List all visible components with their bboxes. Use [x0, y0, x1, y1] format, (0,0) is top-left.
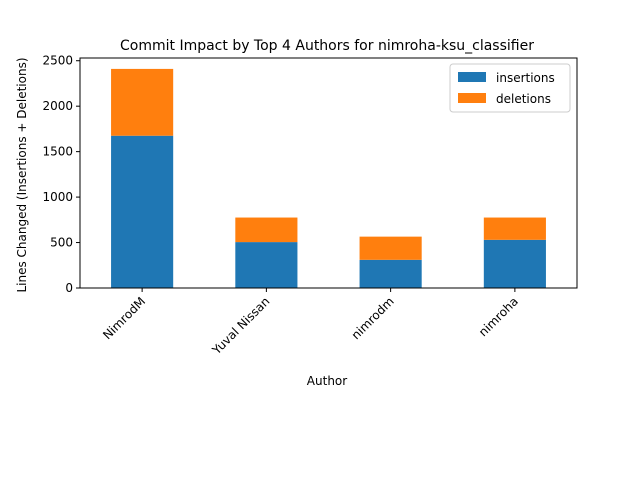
chart-title: Commit Impact by Top 4 Authors for nimro…	[120, 38, 534, 54]
legend-swatch	[458, 93, 486, 103]
y-tick-label: 2000	[42, 99, 73, 113]
legend-label: deletions	[496, 92, 551, 106]
x-tick-label: Yuval Nissan	[209, 294, 273, 358]
bar-insertions	[111, 135, 174, 288]
bar-insertions	[483, 239, 546, 288]
y-tick-label: 1000	[42, 190, 73, 204]
bar-insertions	[359, 259, 422, 288]
y-tick-label: 1500	[42, 145, 73, 159]
y-axis-label: Lines Changed (Insertions + Deletions)	[15, 57, 29, 292]
axes-frame	[79, 57, 578, 289]
legend: insertions deletions	[449, 63, 571, 113]
bar-insertions	[235, 242, 298, 288]
bars	[111, 68, 546, 288]
bar-deletions	[483, 217, 546, 240]
bar-deletions	[111, 68, 174, 136]
x-tick-label: NimrodM	[100, 294, 148, 342]
y-tick-label: 500	[50, 236, 73, 250]
x-axis: NimrodM Yuval Nissan nimrodm nimroha	[100, 288, 521, 358]
bar-deletions	[235, 217, 298, 243]
x-tick-label: nimroha	[476, 294, 521, 339]
x-tick-label: nimrodm	[349, 294, 397, 342]
x-axis-label: Author	[307, 374, 347, 388]
legend-swatch	[458, 72, 486, 82]
y-axis: 0 500 1000 1500 2000 2500	[42, 54, 80, 295]
y-tick-label: 0	[65, 281, 73, 295]
legend-label: insertions	[496, 71, 555, 85]
bar-deletions	[359, 236, 422, 260]
y-tick-label: 2500	[42, 54, 73, 68]
